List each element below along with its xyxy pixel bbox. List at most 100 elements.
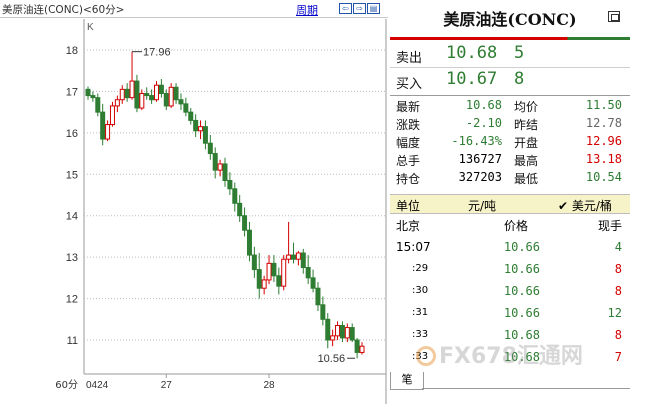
candle-body bbox=[198, 126, 204, 132]
period-link[interactable]: 周期 bbox=[296, 4, 318, 17]
unit-option-usd-per-barrel[interactable]: ✔ 美元/桶 bbox=[558, 199, 612, 213]
tab-ticks[interactable]: 笔 bbox=[390, 372, 424, 390]
bid-label: 买入 bbox=[396, 77, 423, 92]
low-annotation: 10.56 bbox=[318, 353, 346, 365]
candle-body bbox=[100, 111, 106, 140]
y-tick-label: 14 bbox=[66, 211, 78, 223]
candle-body bbox=[149, 95, 155, 101]
stat-label: 最高 bbox=[514, 154, 539, 168]
candle-body bbox=[256, 269, 262, 289]
candle-body bbox=[354, 339, 360, 353]
unit-option-yuan-per-ton[interactable]: 元/吨 bbox=[468, 199, 497, 213]
candle-body bbox=[139, 93, 145, 109]
candle-body bbox=[359, 345, 365, 353]
stat-label: 持仓 bbox=[396, 172, 421, 186]
unit-label: 单位 bbox=[396, 199, 421, 213]
candle-body bbox=[315, 287, 321, 306]
candle-body bbox=[276, 275, 282, 287]
tick-time: :29 bbox=[412, 263, 429, 274]
candle-body bbox=[325, 318, 331, 341]
tick-row: :31 10.66 12 bbox=[390, 302, 630, 324]
tick-volume: 4 bbox=[614, 240, 622, 254]
candle-body bbox=[217, 163, 223, 171]
stat-value: 10.68 bbox=[465, 98, 502, 112]
ask-price: 10.68 bbox=[446, 43, 498, 63]
layout-icon[interactable]: ▤ bbox=[367, 3, 380, 14]
candle-body bbox=[158, 84, 164, 95]
candle-body bbox=[105, 124, 111, 140]
kline-chart[interactable]: 18 17 16 15 14 13 12 11 K 17.96 10.56 60分 0424 27 28 bbox=[0, 17, 388, 407]
candle-body bbox=[134, 80, 140, 109]
candle-body bbox=[124, 88, 130, 99]
stat-value: 12.96 bbox=[585, 134, 622, 148]
candle-body bbox=[193, 119, 199, 132]
bid-row: 买入 10.67 8 bbox=[390, 67, 630, 93]
bid-volume: 8 bbox=[514, 69, 525, 89]
tick-volume: 8 bbox=[614, 284, 622, 298]
x-tick-label: 27 bbox=[161, 380, 173, 391]
stat-value: 136727 bbox=[458, 152, 502, 166]
tick-price: 10.66 bbox=[503, 284, 540, 298]
candle-body bbox=[344, 327, 350, 339]
candle-body bbox=[291, 254, 296, 260]
candle-body bbox=[300, 252, 306, 268]
candle-body bbox=[286, 254, 292, 260]
tick-price: 10.66 bbox=[503, 306, 540, 320]
candle-body bbox=[320, 304, 326, 320]
candle-body bbox=[90, 95, 96, 99]
kline-chart-panel: 美原油连(CONC)<60分> 周期 ⇦ ⇨ ▤ 18 17 16 15 14 13 12 1… bbox=[0, 3, 388, 407]
candle-body bbox=[335, 325, 341, 337]
ticks-header-volume: 现手 bbox=[597, 219, 622, 233]
candle-body bbox=[281, 258, 287, 287]
tick-volume: 12 bbox=[607, 306, 622, 320]
tick-row: :30 10.66 8 bbox=[390, 280, 630, 302]
ticks-header: 北京 价格 现手 bbox=[390, 216, 630, 234]
tick-price: 10.66 bbox=[503, 240, 540, 254]
bid-price: 10.67 bbox=[446, 69, 498, 89]
candle-body bbox=[246, 229, 252, 256]
scroll-right-icon[interactable]: ⇨ bbox=[353, 3, 366, 14]
candle-body bbox=[173, 86, 179, 101]
stat-row: 总手 136727 最高 13.18 bbox=[390, 150, 630, 168]
candle-body bbox=[242, 215, 248, 231]
tick-price: 10.66 bbox=[503, 262, 540, 276]
ticks-header-price: 价格 bbox=[504, 219, 529, 233]
quote-title-bar bbox=[390, 37, 630, 40]
watermark-logo-icon bbox=[416, 346, 436, 366]
stat-label: 开盘 bbox=[514, 136, 539, 150]
candle-body bbox=[227, 180, 233, 190]
stat-row: 最新 10.68 均价 11.50 bbox=[390, 96, 630, 114]
candle-body bbox=[349, 327, 355, 341]
stat-label: 幅度 bbox=[396, 136, 421, 150]
stat-value: 12.78 bbox=[585, 116, 622, 130]
candle-body bbox=[178, 99, 184, 105]
unit-selector: 单位 元/吨 ✔ 美元/桶 bbox=[390, 194, 630, 214]
candle-body bbox=[339, 325, 345, 339]
scroll-left-icon[interactable]: ⇦ bbox=[339, 3, 352, 14]
candle-body bbox=[251, 254, 257, 271]
stat-value: -16.43% bbox=[451, 134, 502, 148]
candle-body bbox=[109, 105, 115, 126]
candle-body bbox=[183, 103, 189, 113]
ask-label: 卖出 bbox=[396, 51, 423, 66]
stat-value: 11.50 bbox=[585, 98, 622, 112]
y-tick-label: 18 bbox=[66, 45, 78, 57]
candle-body bbox=[310, 277, 316, 289]
candle-body bbox=[95, 97, 101, 113]
y-tick-label: 17 bbox=[66, 86, 78, 98]
candle-body bbox=[305, 267, 311, 279]
restore-window-icon[interactable] bbox=[608, 11, 620, 22]
stat-label: 最新 bbox=[396, 100, 421, 114]
watermark: FX678汇通网 bbox=[416, 338, 583, 370]
stat-row: 涨跌 -2.10 昨结 12.78 bbox=[390, 114, 630, 132]
quote-panel: 美原油连(CONC) 卖出 10.68 5 买入 10.67 8 最新 10.68… bbox=[390, 0, 649, 407]
candle-body bbox=[212, 153, 218, 171]
stat-row: 持仓 327203 最低 10.54 bbox=[390, 168, 630, 186]
candle-body bbox=[168, 86, 174, 107]
tick-price: 10.68 bbox=[503, 328, 540, 342]
stat-label: 均价 bbox=[514, 100, 539, 114]
ticks-header-time: 北京 bbox=[396, 219, 421, 233]
quote-stats: 最新 10.68 均价 11.50 涨跌 -2.10 昨结 12.78 幅度 -16.43% 开盘 1… bbox=[390, 95, 630, 186]
high-annotation: 17.96 bbox=[143, 47, 171, 59]
tick-price: 10.68 bbox=[503, 350, 540, 364]
